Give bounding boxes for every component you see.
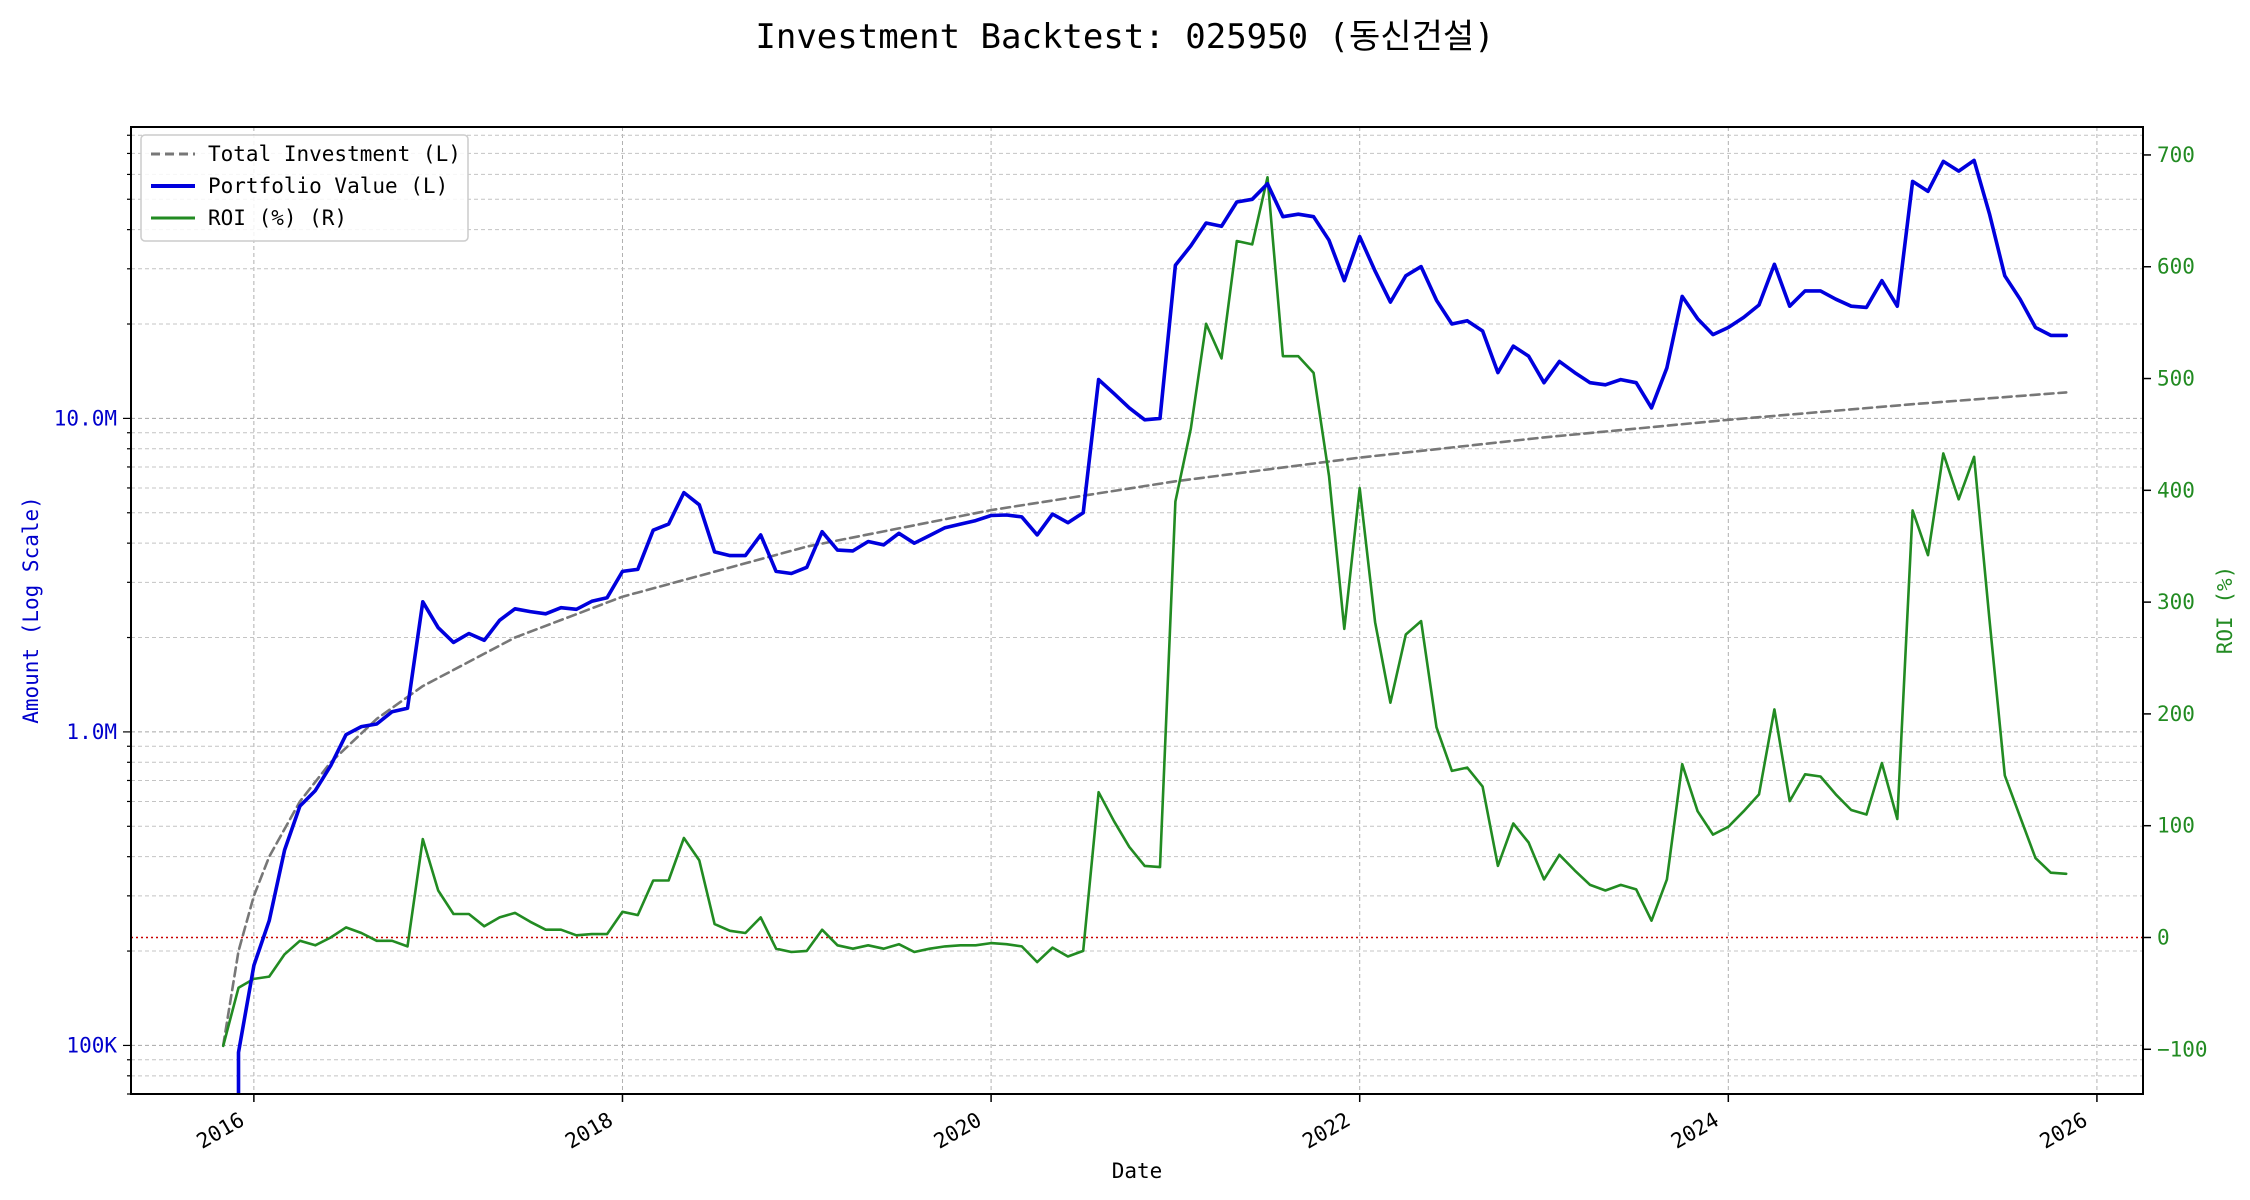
left-tick-label-10.0M: 10.0M [54, 406, 117, 430]
right-tick-label-400: 400 [2157, 478, 2195, 502]
legend-label-total-investment: Total Investment (L) [208, 142, 461, 166]
legend-label-roi: ROI (%) (R) [208, 206, 347, 230]
right-tick-label-100: 100 [2157, 814, 2195, 838]
right-tick-label-0: 0 [2157, 925, 2170, 949]
x-axis-label: Date [1112, 1159, 1163, 1183]
chart-title: Investment Backtest: 025950 (동신건설) [755, 17, 1494, 57]
left-axis-ticks: 100K 1.0M 10.0M [54, 134, 131, 1095]
right-tick-label--100: −100 [2157, 1037, 2208, 1061]
right-axis-label: ROI (%) [2213, 566, 2237, 655]
left-axis-label: Amount (Log Scale) [19, 496, 43, 724]
legend-label-portfolio-value: Portfolio Value (L) [208, 174, 448, 198]
legend: Total Investment (L) Portfolio Value (L)… [140, 134, 469, 242]
left-tick-label-100K: 100K [66, 1033, 117, 1057]
left-tick-label-1.0M: 1.0M [66, 720, 117, 744]
right-tick-label-200: 200 [2157, 702, 2195, 726]
grid-lines [131, 127, 2143, 1095]
right-axis-ticks: −100 0 100 200 300 400 500 600 700 [2143, 143, 2208, 1061]
series-layer [221, 158, 2068, 1094]
legend-box [140, 134, 469, 242]
right-tick-label-300: 300 [2157, 590, 2195, 614]
right-tick-label-700: 700 [2157, 143, 2195, 167]
right-tick-label-500: 500 [2157, 367, 2195, 391]
total-investment-line [221, 391, 2068, 1047]
plot-frame [130, 126, 2144, 1095]
right-tick-label-600: 600 [2157, 255, 2195, 279]
roi-line [221, 176, 2068, 1048]
series-clip-group [221, 158, 2068, 1094]
portfolio-value-line [236, 158, 2068, 1094]
